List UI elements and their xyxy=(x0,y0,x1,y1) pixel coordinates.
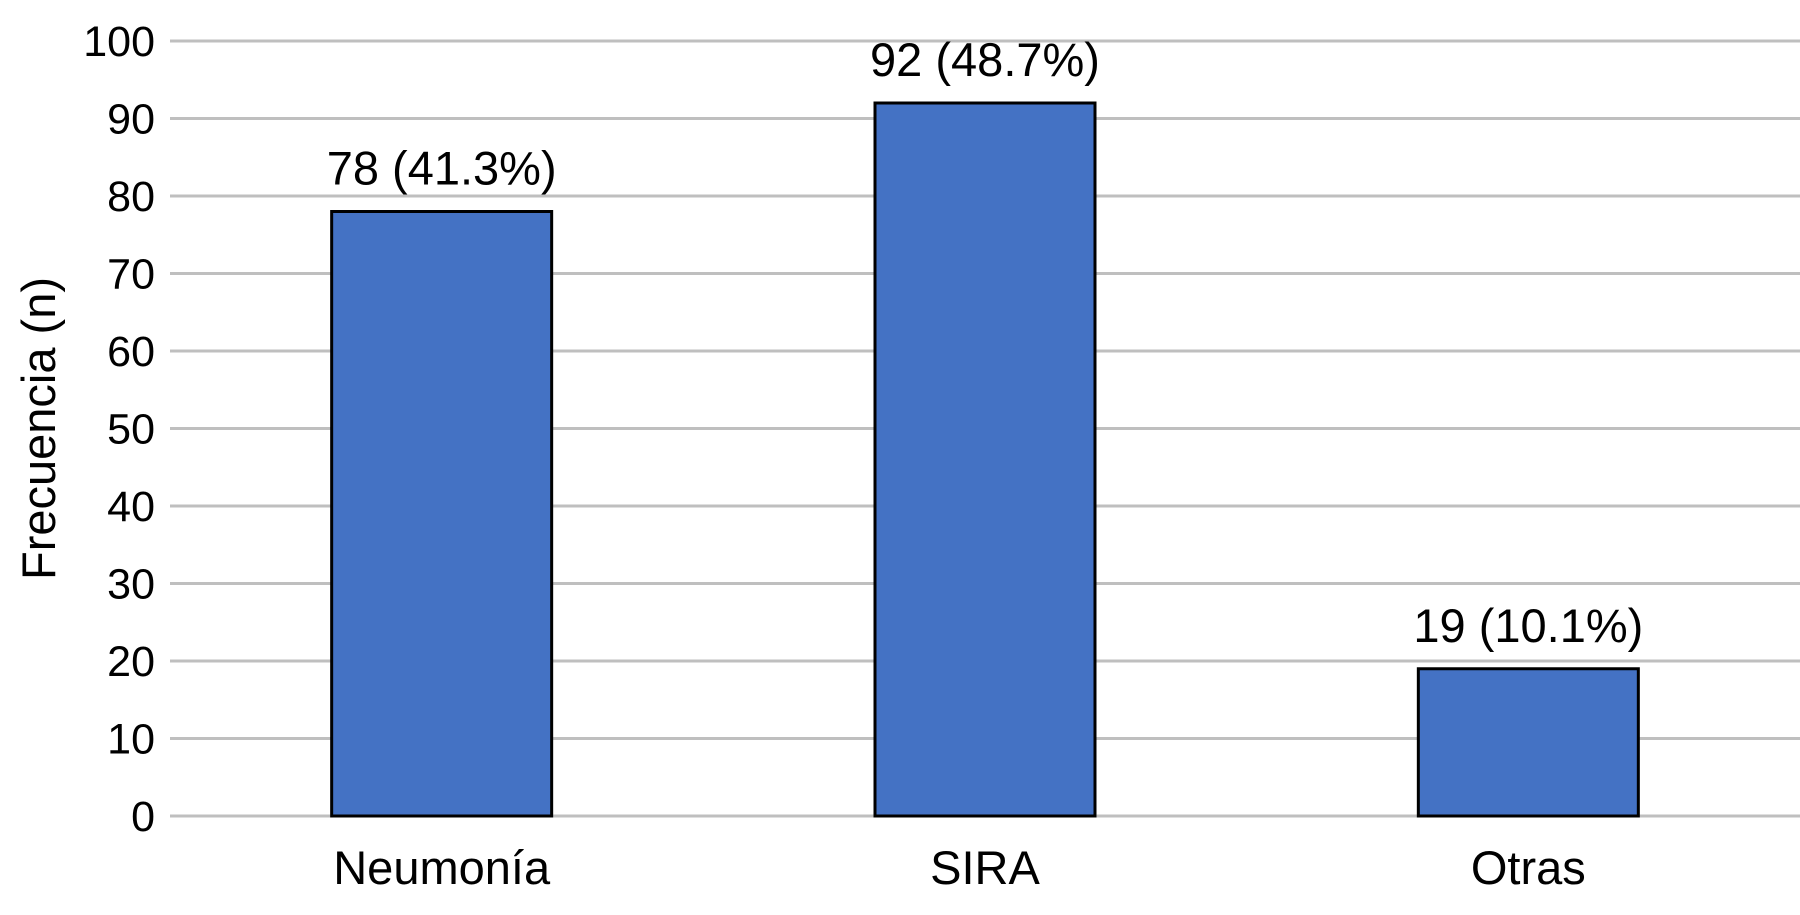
y-tick-label: 50 xyxy=(107,406,155,454)
y-tick-label: 60 xyxy=(107,328,155,376)
data-label: 19 (10.1%) xyxy=(1413,599,1643,652)
y-tick-labels: 0 10 20 30 40 50 60 70 80 90 100 xyxy=(83,18,155,841)
y-tick-label: 20 xyxy=(107,638,155,686)
x-tick-label: SIRA xyxy=(930,841,1040,894)
bar-3 xyxy=(1416,667,1640,818)
bars xyxy=(330,101,1640,818)
y-tick-label: 10 xyxy=(107,716,155,764)
x-tick-label: Neumonía xyxy=(333,841,551,894)
bar-2 xyxy=(873,101,1097,818)
data-labels: 78 (41.3%) 92 (48.7%) 19 (10.1%) xyxy=(327,33,1644,652)
y-tick-label: 30 xyxy=(107,561,155,609)
y-tick-label: 80 xyxy=(107,173,155,221)
y-tick-label: 100 xyxy=(83,18,155,66)
y-axis-title: Frecuencia (n) xyxy=(12,277,65,580)
x-tick-label: Otras xyxy=(1471,841,1586,894)
y-tick-label: 0 xyxy=(131,793,155,841)
bar-1 xyxy=(330,210,554,818)
y-tick-label: 90 xyxy=(107,96,155,144)
data-label: 92 (48.7%) xyxy=(870,33,1100,86)
x-tick-labels: Neumonía SIRA Otras xyxy=(333,841,1586,894)
y-tick-label: 70 xyxy=(107,251,155,299)
data-label: 78 (41.3%) xyxy=(327,142,557,195)
y-tick-label: 40 xyxy=(107,483,155,531)
